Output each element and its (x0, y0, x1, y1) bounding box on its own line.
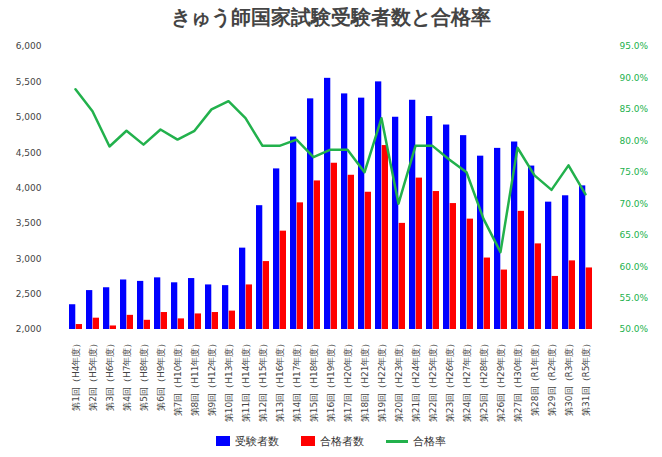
svg-text:75.0%: 75.0% (620, 167, 649, 177)
svg-text:65.0%: 65.0% (620, 230, 649, 240)
svg-text:第10回（H13年度）: 第10回（H13年度） (224, 339, 234, 423)
svg-text:第24回（H27年度）: 第24回（H27年度） (462, 339, 472, 423)
svg-text:第19回（H22年度）: 第19回（H22年度） (377, 339, 387, 423)
html-text:合格者数: 合格者数 (320, 434, 364, 448)
svg-text:第27回（H30年度）: 第27回（H30年度） (513, 339, 523, 423)
svg-text:第21回（H24年度）: 第21回（H24年度） (411, 339, 421, 423)
svg-text:60.0%: 60.0% (620, 261, 649, 271)
svg-text:第4回（H7年度）: 第4回（H7年度） (122, 339, 132, 411)
svg-text:第16回（H19年度）: 第16回（H19年度） (326, 339, 336, 423)
svg-text:第14回（H17年度）: 第14回（H17年度） (292, 339, 302, 423)
svg-text:70.0%: 70.0% (620, 199, 649, 209)
svg-text:第11回（H14年度）: 第11回（H14年度） (241, 339, 251, 423)
svg-text:55.0%: 55.0% (620, 293, 649, 303)
svg-text:第22回（H25年度）: 第22回（H25年度） (428, 339, 438, 423)
svg-text:3,000: 3,000 (16, 254, 42, 264)
svg-text:80.0%: 80.0% (620, 136, 649, 146)
svg-text:第8回（H11年度）: 第8回（H11年度） (190, 339, 200, 417)
svg-text:第15回（H18年度）: 第15回（H18年度） (309, 339, 319, 423)
svg-text:4,000: 4,000 (16, 183, 42, 193)
html-text:合格率: 合格率 (413, 434, 446, 448)
svg-text:第26回（H29年度）: 第26回（H29年度） (496, 339, 506, 423)
svg-text:第20回（H23年度）: 第20回（H23年度） (394, 339, 404, 423)
svg-text:第28回（R1年度）: 第28回（R1年度） (530, 339, 540, 416)
svg-text:第3回（H6年度）: 第3回（H6年度） (105, 339, 115, 411)
svg-text:第29回（R2年度）: 第29回（R2年度） (547, 339, 557, 416)
svg-text:2,000: 2,000 (16, 324, 42, 334)
svg-text:第31回（R5年度）: 第31回（R5年度） (581, 339, 591, 416)
svg-text:第25回（H28年度）: 第25回（H28年度） (479, 339, 489, 423)
svg-text:第23回（H26年度）: 第23回（H26年度） (445, 339, 455, 423)
svg-text:第2回（H5年度）: 第2回（H5年度） (88, 339, 98, 411)
svg-text:5,500: 5,500 (16, 77, 42, 87)
svg-text:95.0%: 95.0% (620, 41, 649, 51)
svg-text:第5回（H8年度）: 第5回（H8年度） (139, 339, 149, 411)
svg-text:85.0%: 85.0% (620, 104, 649, 114)
svg-text:第7回（H10年度）: 第7回（H10年度） (173, 339, 183, 417)
svg-text:第30回（R3年度）: 第30回（R3年度） (564, 339, 574, 416)
svg-text:5,000: 5,000 (16, 112, 42, 122)
svg-text:2,500: 2,500 (16, 289, 42, 299)
svg-text:90.0%: 90.0% (620, 73, 649, 83)
svg-text:第12回（H15年度）: 第12回（H15年度） (258, 339, 268, 423)
html-text:きゅう師国家試験受験者数と合格率: きゅう師国家試験受験者数と合格率 (171, 5, 491, 29)
svg-text:第13回（H16年度）: 第13回（H16年度） (275, 339, 285, 423)
svg-text:第1回（H4年度）: 第1回（H4年度） (71, 339, 81, 411)
svg-text:3,500: 3,500 (16, 218, 42, 228)
html-text:受験者数: 受験者数 (235, 434, 279, 448)
svg-text:第9回（H12年度）: 第9回（H12年度） (207, 339, 217, 417)
svg-text:第18回（H21年度）: 第18回（H21年度） (360, 339, 370, 423)
svg-text:6,000: 6,000 (16, 41, 42, 51)
svg-text:第6回（H9年度）: 第6回（H9年度） (156, 339, 166, 411)
svg-text:第17回（H20年度）: 第17回（H20年度） (343, 339, 353, 423)
svg-text:50.0%: 50.0% (620, 324, 649, 334)
svg-text:4,500: 4,500 (16, 148, 42, 158)
